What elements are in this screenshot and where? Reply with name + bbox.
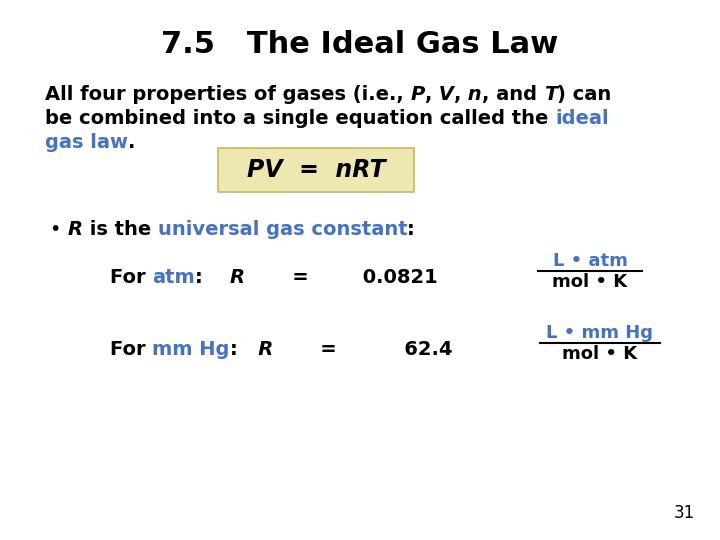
Text: mol • K: mol • K [562, 345, 638, 363]
Text: , and: , and [482, 85, 544, 104]
Text: n: n [462, 85, 482, 104]
Text: V: V [432, 85, 454, 104]
Text: :: : [408, 220, 415, 239]
Text: For: For [110, 340, 153, 359]
Text: gas law: gas law [45, 133, 128, 152]
Text: All four properties of gases (i.e.,: All four properties of gases (i.e., [45, 85, 410, 104]
Text: :: : [230, 340, 238, 359]
Text: T: T [544, 85, 557, 104]
Text: .: . [128, 133, 135, 152]
Text: R: R [68, 220, 83, 239]
Text: ,: , [454, 85, 462, 104]
Text: mol • K: mol • K [552, 273, 628, 291]
Text: L • atm: L • atm [552, 252, 627, 270]
Text: universal gas constant: universal gas constant [158, 220, 408, 239]
Text: be combined into a single equation called the: be combined into a single equation calle… [45, 109, 555, 128]
Text: •: • [50, 220, 68, 239]
Text: ideal: ideal [555, 109, 608, 128]
Text: R: R [238, 340, 273, 359]
Text: =        0.0821: = 0.0821 [245, 268, 438, 287]
Text: =          62.4: = 62.4 [273, 340, 452, 359]
Text: ) can: ) can [557, 85, 611, 104]
Text: mm Hg: mm Hg [153, 340, 230, 359]
Text: ,: , [425, 85, 432, 104]
Text: 31: 31 [674, 504, 695, 522]
Text: is the: is the [83, 220, 158, 239]
Text: PV  =  nRT: PV = nRT [247, 158, 385, 182]
Text: atm: atm [153, 268, 195, 287]
Text: R: R [203, 268, 245, 287]
Text: L • mm Hg: L • mm Hg [546, 324, 654, 342]
Text: P: P [410, 85, 425, 104]
FancyBboxPatch shape [218, 148, 414, 192]
Text: :: : [195, 268, 203, 287]
Text: 7.5   The Ideal Gas Law: 7.5 The Ideal Gas Law [161, 30, 559, 59]
Text: For: For [110, 268, 153, 287]
